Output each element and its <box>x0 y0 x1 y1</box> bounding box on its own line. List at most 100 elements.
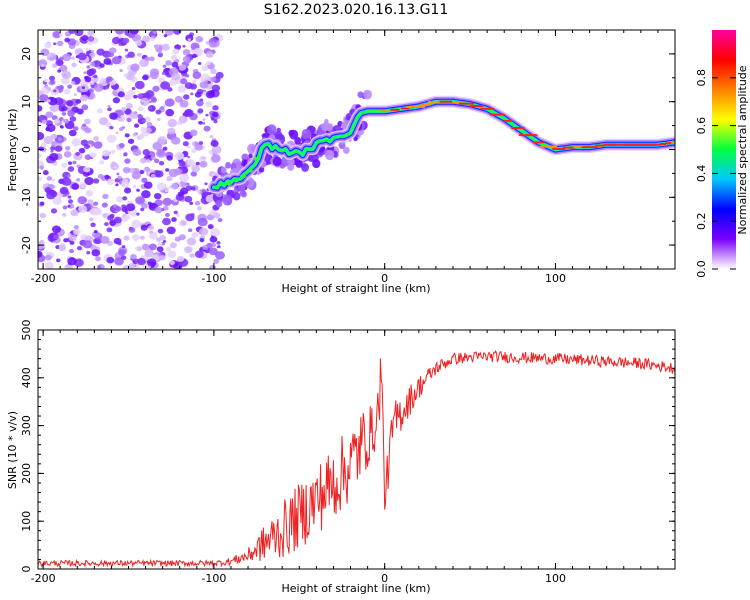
noise-blob <box>161 43 170 51</box>
noise-blob <box>38 105 43 112</box>
noise-blob <box>134 246 139 250</box>
noise-blob <box>171 136 181 145</box>
top-y-axis-label: Frequency (Hz) <box>6 109 19 192</box>
noise-blob <box>114 178 120 183</box>
noise-blob <box>80 94 89 102</box>
noise-blob <box>39 94 49 103</box>
noise-blob <box>206 213 215 221</box>
noise-blob <box>49 75 56 81</box>
noise-blob <box>182 178 187 183</box>
noise-blob <box>166 175 173 182</box>
noise-blob <box>61 162 68 168</box>
noise-blob <box>89 61 96 67</box>
noise-blob <box>215 251 225 260</box>
noise-blob <box>68 129 77 137</box>
noise-blob <box>199 155 207 162</box>
ridge-blob <box>253 157 260 162</box>
noise-blob <box>209 236 218 243</box>
noise-blob <box>109 112 118 120</box>
noise-blob <box>123 235 130 241</box>
noise-blob <box>130 111 139 119</box>
noise-blob <box>207 80 211 84</box>
noise-blob <box>52 30 61 39</box>
noise-blob <box>72 160 77 165</box>
noise-blob <box>148 106 153 110</box>
noise-blob <box>67 257 77 266</box>
noise-blob <box>170 183 179 190</box>
noise-blob <box>68 199 74 204</box>
noise-blob <box>194 142 200 147</box>
noise-blob <box>85 47 90 52</box>
noise-blob <box>195 99 204 107</box>
noise-blob <box>162 217 171 226</box>
noise-blob <box>38 176 42 182</box>
noise-blob <box>139 157 147 164</box>
noise-blob <box>69 248 74 254</box>
noise-blob <box>58 117 64 122</box>
noise-blob <box>130 63 140 72</box>
noise-blob <box>50 80 56 85</box>
noise-blob <box>209 135 214 139</box>
noise-blob <box>47 97 58 106</box>
noise-blob <box>86 251 91 255</box>
noise-blob <box>65 146 71 151</box>
noise-blob <box>49 152 59 161</box>
noise-blob <box>182 49 191 56</box>
noise-blob <box>126 203 136 212</box>
transition-blob <box>232 192 241 201</box>
noise-blob <box>54 145 63 152</box>
noise-blob <box>77 196 87 205</box>
noise-blob <box>138 106 144 112</box>
noise-blob <box>136 52 142 57</box>
noise-blob <box>84 154 92 160</box>
noise-blob <box>123 152 128 156</box>
noise-blob <box>59 64 68 72</box>
noise-blob <box>198 141 203 145</box>
noise-blob <box>96 108 104 114</box>
noise-blob <box>179 100 189 108</box>
bottom-y-tick-label: 100 <box>20 511 33 532</box>
noise-blob <box>206 60 211 66</box>
noise-blob <box>106 178 115 185</box>
transition-blob <box>241 191 247 198</box>
noise-blob <box>52 162 57 167</box>
noise-blob <box>128 262 135 269</box>
noise-blob <box>120 114 125 119</box>
ridge-blob <box>219 182 226 187</box>
bottom-y-tick-label: 0 <box>20 566 33 573</box>
snr-panel: -200 -100 0 100 0 100 200 300 400 500 Height of s… <box>6 320 676 595</box>
noise-blob <box>160 81 171 90</box>
noise-blob <box>139 235 145 240</box>
noise-blob <box>191 164 201 173</box>
noise-blob <box>170 54 178 61</box>
noise-blob <box>86 65 91 69</box>
bottom-x-tick-label: -200 <box>31 572 56 585</box>
bottom-y-tick-label: 500 <box>20 320 33 341</box>
noise-blob <box>150 37 155 42</box>
noise-blob <box>154 206 163 214</box>
noise-blob <box>142 35 151 43</box>
noise-blob <box>144 249 154 258</box>
noise-blob <box>199 238 205 243</box>
noise-blob <box>180 78 188 85</box>
noise-blob <box>127 138 135 144</box>
noise-blob <box>140 126 148 133</box>
snr-series-line <box>38 349 675 569</box>
noise-blob <box>93 229 98 234</box>
noise-blob <box>122 37 130 43</box>
noise-blob <box>154 192 162 200</box>
noise-blob <box>63 151 72 158</box>
transition-blob <box>225 162 232 169</box>
noise-blob <box>118 248 126 256</box>
noise-blob <box>217 218 223 223</box>
noise-blob <box>92 178 100 184</box>
noise-blob <box>187 38 191 41</box>
noise-blob <box>126 117 132 123</box>
noise-blob <box>62 205 68 210</box>
noise-blob <box>142 149 150 156</box>
noise-blob <box>93 201 99 206</box>
noise-blob <box>87 199 94 205</box>
noise-blob <box>81 86 86 90</box>
transition-blob <box>230 162 237 169</box>
noise-blob <box>76 108 84 115</box>
